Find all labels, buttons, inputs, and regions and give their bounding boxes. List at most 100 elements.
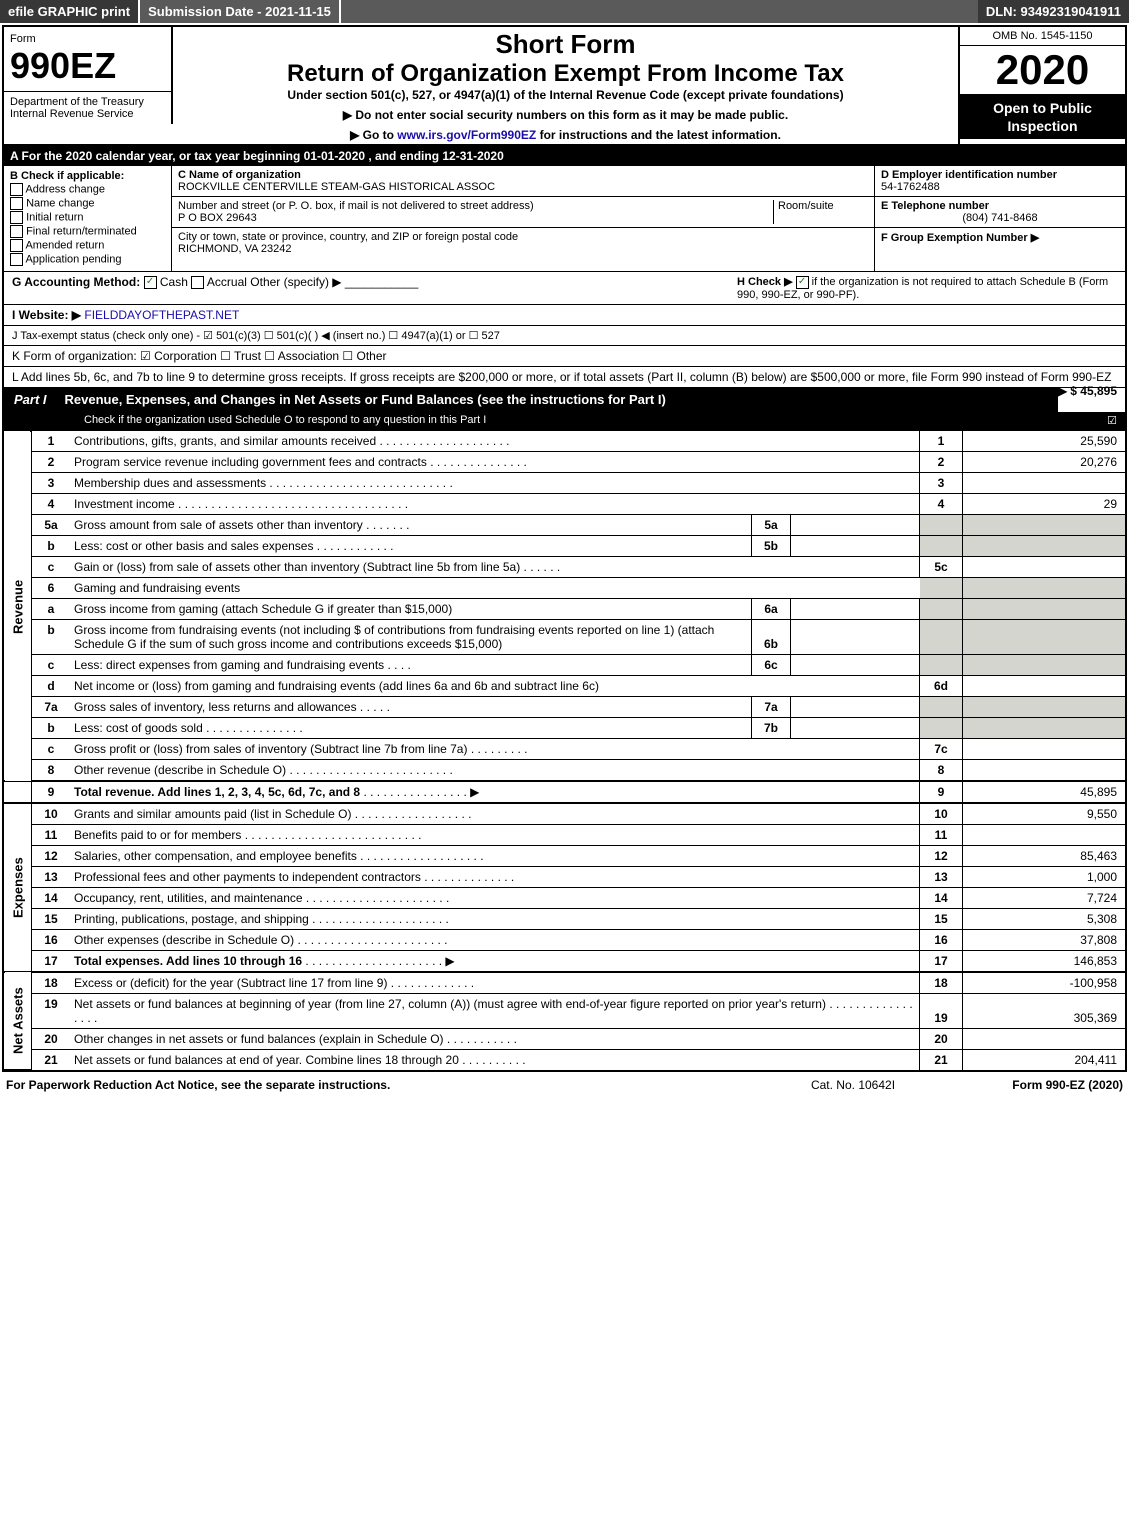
- org-addr-cell: Number and street (or P. O. box, if mail…: [172, 197, 874, 228]
- org-city-cell: City or town, state or province, country…: [172, 228, 874, 258]
- d-label: D Employer identification number: [881, 169, 1119, 181]
- org-city: RICHMOND, VA 23242: [178, 243, 868, 255]
- netassets-side-label: Net Assets: [4, 972, 31, 1070]
- f-label: F Group Exemption Number ▶: [881, 231, 1119, 244]
- tax-year: 2020: [960, 46, 1125, 95]
- line-5c: c Gain or (loss) from sale of assets oth…: [4, 556, 1125, 577]
- short-form-title: Short Form: [179, 29, 952, 60]
- line-8: 8 Other revenue (describe in Schedule O)…: [4, 759, 1125, 781]
- h-text: if the organization is not required to a…: [737, 276, 1108, 301]
- line-4: 4 Investment income . . . . . . . . . . …: [4, 493, 1125, 514]
- part1-tab: Part I: [4, 388, 57, 411]
- line-6d: d Net income or (loss) from gaming and f…: [4, 675, 1125, 696]
- top-bar: efile GRAPHIC print Submission Date - 20…: [0, 0, 1129, 23]
- line-12: 12 Salaries, other compensation, and emp…: [4, 845, 1125, 866]
- title-block: Short Form Return of Organization Exempt…: [173, 27, 958, 144]
- d-ein-cell: D Employer identification number 54-1762…: [875, 166, 1125, 197]
- l-row: L Add lines 5b, 6c, and 7b to line 9 to …: [4, 367, 1125, 388]
- city-label: City or town, state or province, country…: [178, 231, 868, 243]
- i-label: I Website: ▶: [12, 308, 81, 322]
- h-label: H Check ▶: [737, 276, 793, 288]
- website-link[interactable]: FIELDDAYOFTHEPAST.NET: [84, 308, 239, 322]
- check-final[interactable]: Final return/terminated: [10, 225, 165, 238]
- footer-right: Form 990-EZ (2020): [943, 1078, 1123, 1092]
- form-number: 990EZ: [10, 45, 165, 87]
- dln: DLN: 93492319041911: [978, 0, 1129, 23]
- g-accrual-check[interactable]: [191, 276, 204, 289]
- subtitle: Under section 501(c), 527, or 4947(a)(1)…: [179, 88, 952, 102]
- warning-1: ▶ Do not enter social security numbers o…: [179, 108, 952, 122]
- warn2-tail: for instructions and the latest informat…: [536, 128, 781, 142]
- l-amount: ▶ $ 45,895: [1058, 384, 1117, 398]
- section-a: A For the 2020 calendar year, or tax yea…: [4, 146, 1125, 166]
- g-cash-check[interactable]: ✓: [144, 276, 157, 289]
- line-11: 11 Benefits paid to or for members . . .…: [4, 824, 1125, 845]
- i-row: I Website: ▶ FIELDDAYOFTHEPAST.NET: [4, 305, 1125, 326]
- irs-link[interactable]: www.irs.gov/Form990EZ: [397, 128, 536, 142]
- form-container: Form 990EZ Department of the Treasury In…: [2, 25, 1127, 1072]
- open-public: Open to Public Inspection: [960, 95, 1125, 139]
- line-10: Expenses 10 Grants and similar amounts p…: [4, 803, 1125, 825]
- g-label: G Accounting Method:: [12, 275, 140, 289]
- warning-2: ▶ Go to www.irs.gov/Form990EZ for instru…: [179, 128, 952, 142]
- e-label: E Telephone number: [881, 200, 1119, 212]
- check-b-label: B Check if applicable:: [10, 170, 165, 182]
- line-6c: c Less: direct expenses from gaming and …: [4, 654, 1125, 675]
- g-h-row: G Accounting Method: ✓ Cash Accrual Othe…: [4, 272, 1125, 305]
- org-name: ROCKVILLE CENTERVILLE STEAM-GAS HISTORIC…: [178, 181, 868, 193]
- sched-o-check[interactable]: ☑: [1107, 414, 1117, 427]
- room-label: Room/suite: [773, 200, 868, 224]
- check-pending[interactable]: Application pending: [10, 253, 165, 266]
- sched-note-text: Check if the organization used Schedule …: [84, 414, 1107, 426]
- check-initial[interactable]: Initial return: [10, 211, 165, 224]
- revenue-table: Revenue 1 Contributions, gifts, grants, …: [4, 431, 1125, 1071]
- main-title: Return of Organization Exempt From Incom…: [179, 60, 952, 88]
- g-accrual: Accrual: [207, 275, 247, 289]
- warn2-prefix: ▶ Go to: [350, 128, 397, 142]
- check-b-col: B Check if applicable: Address change Na…: [4, 166, 172, 271]
- line-3: 3 Membership dues and assessments . . . …: [4, 472, 1125, 493]
- dept-line1: Department of the Treasury: [10, 96, 165, 108]
- footer-left: For Paperwork Reduction Act Notice, see …: [6, 1078, 763, 1092]
- omb-number: OMB No. 1545-1150: [960, 27, 1125, 46]
- line-17: 17 Total expenses. Add lines 10 through …: [4, 950, 1125, 972]
- info-row: B Check if applicable: Address change Na…: [4, 166, 1125, 272]
- submission-date: Submission Date - 2021-11-15: [140, 0, 341, 23]
- j-row: J Tax-exempt status (check only one) - ☑…: [4, 326, 1125, 346]
- org-name-cell: C Name of organization ROCKVILLE CENTERV…: [172, 166, 874, 197]
- check-amended[interactable]: Amended return: [10, 239, 165, 252]
- g-other: Other (specify) ▶: [250, 275, 341, 289]
- form-number-block: Form 990EZ: [4, 27, 173, 91]
- line-6b: b Gross income from fundraising events (…: [4, 619, 1125, 654]
- line-6a: a Gross income from gaming (attach Sched…: [4, 598, 1125, 619]
- efile-label: efile GRAPHIC print: [0, 0, 140, 23]
- g-cash: Cash: [160, 275, 188, 289]
- addr-label: Number and street (or P. O. box, if mail…: [178, 200, 773, 212]
- line-18: Net Assets 18 Excess or (deficit) for th…: [4, 972, 1125, 994]
- line-21: 21 Net assets or fund balances at end of…: [4, 1049, 1125, 1070]
- expenses-side-label: Expenses: [4, 803, 31, 972]
- line-7a: 7a Gross sales of inventory, less return…: [4, 696, 1125, 717]
- part1-header: Part I Revenue, Expenses, and Changes in…: [4, 388, 1058, 412]
- check-name[interactable]: Name change: [10, 197, 165, 210]
- line-1: Revenue 1 Contributions, gifts, grants, …: [4, 431, 1125, 452]
- org-addr: P O BOX 29643: [178, 212, 773, 224]
- dept-block: Department of the Treasury Internal Reve…: [4, 91, 173, 124]
- h-box: H Check ▶ ✓ if the organization is not r…: [717, 275, 1117, 301]
- header-row: Form 990EZ Department of the Treasury In…: [4, 27, 1125, 146]
- line-7c: c Gross profit or (loss) from sales of i…: [4, 738, 1125, 759]
- c-label: C Name of organization: [178, 169, 868, 181]
- l-text: L Add lines 5b, 6c, and 7b to line 9 to …: [12, 370, 1111, 384]
- d-val: 54-1762488: [881, 181, 1119, 193]
- line-5a: 5a Gross amount from sale of assets othe…: [4, 514, 1125, 535]
- check-address[interactable]: Address change: [10, 183, 165, 196]
- line-2: 2 Program service revenue including gove…: [4, 451, 1125, 472]
- f-group-cell: F Group Exemption Number ▶: [875, 228, 1125, 247]
- line-16: 16 Other expenses (describe in Schedule …: [4, 929, 1125, 950]
- line-14: 14 Occupancy, rent, utilities, and maint…: [4, 887, 1125, 908]
- footer: For Paperwork Reduction Act Notice, see …: [0, 1074, 1129, 1096]
- line-7b: b Less: cost of goods sold . . . . . . .…: [4, 717, 1125, 738]
- e-phone-cell: E Telephone number (804) 741-8468: [875, 197, 1125, 228]
- h-check[interactable]: ✓: [796, 276, 809, 289]
- org-col: C Name of organization ROCKVILLE CENTERV…: [172, 166, 874, 271]
